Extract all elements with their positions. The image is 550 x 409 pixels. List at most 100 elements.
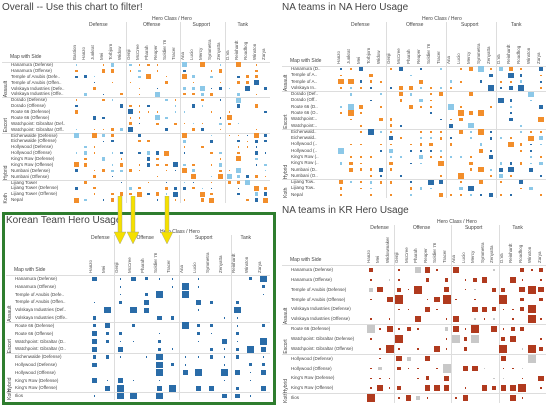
usage-mark[interactable] xyxy=(156,175,159,178)
hero-column-header[interactable]: Roadhog xyxy=(517,244,523,263)
usage-mark[interactable] xyxy=(129,70,132,72)
usage-mark[interactable] xyxy=(156,353,163,361)
usage-mark[interactable] xyxy=(385,344,394,353)
map-row-label[interactable]: Hanamura (Offense) xyxy=(11,67,52,73)
usage-mark[interactable] xyxy=(74,110,79,114)
usage-mark[interactable] xyxy=(450,118,452,121)
usage-mark[interactable] xyxy=(521,397,524,399)
usage-mark[interactable] xyxy=(445,338,448,340)
usage-mark[interactable] xyxy=(530,162,532,165)
usage-mark[interactable] xyxy=(147,111,150,113)
usage-mark[interactable] xyxy=(499,193,503,197)
usage-mark[interactable] xyxy=(509,86,513,90)
usage-mark[interactable] xyxy=(338,79,344,85)
usage-mark[interactable] xyxy=(237,146,240,148)
usage-mark[interactable] xyxy=(527,305,536,314)
usage-mark[interactable] xyxy=(463,346,468,351)
usage-mark[interactable] xyxy=(369,174,373,178)
usage-mark[interactable] xyxy=(156,163,159,166)
usage-mark[interactable] xyxy=(450,156,452,158)
usage-mark[interactable] xyxy=(92,316,97,320)
usage-mark[interactable] xyxy=(117,384,124,392)
usage-mark[interactable] xyxy=(480,194,482,196)
usage-mark[interactable] xyxy=(129,104,132,108)
usage-mark[interactable] xyxy=(425,277,430,282)
usage-mark[interactable] xyxy=(110,133,115,138)
usage-mark[interactable] xyxy=(74,197,79,203)
usage-mark[interactable] xyxy=(158,379,161,382)
usage-mark[interactable] xyxy=(460,181,462,184)
map-row-label[interactable]: King's Row (Defense) xyxy=(15,377,59,383)
usage-mark[interactable] xyxy=(131,276,136,282)
hero-column-header[interactable]: Genji xyxy=(126,49,131,60)
usage-mark[interactable] xyxy=(493,377,495,380)
usage-mark[interactable] xyxy=(419,155,423,160)
usage-mark[interactable] xyxy=(388,278,391,281)
usage-mark[interactable] xyxy=(235,355,240,359)
usage-mark[interactable] xyxy=(102,140,105,143)
usage-mark[interactable] xyxy=(539,268,544,272)
usage-mark[interactable] xyxy=(399,92,403,97)
usage-mark[interactable] xyxy=(370,99,372,102)
usage-mark[interactable] xyxy=(209,92,214,97)
usage-mark[interactable] xyxy=(261,285,266,289)
usage-mark[interactable] xyxy=(369,367,372,370)
usage-mark[interactable] xyxy=(110,198,115,202)
usage-mark[interactable] xyxy=(338,148,344,154)
usage-mark[interactable] xyxy=(218,69,223,73)
usage-mark[interactable] xyxy=(389,118,393,121)
usage-mark[interactable] xyxy=(489,73,493,78)
usage-mark[interactable] xyxy=(223,348,226,350)
usage-mark[interactable] xyxy=(389,136,393,141)
usage-mark[interactable] xyxy=(520,268,525,272)
hero-column-header[interactable]: Winston xyxy=(526,47,531,64)
map-row-label[interactable]: Watchpoint: Gibraltar (Def.. xyxy=(11,120,66,126)
usage-mark[interactable] xyxy=(146,157,151,161)
usage-mark[interactable] xyxy=(245,74,250,79)
usage-mark[interactable] xyxy=(527,354,536,363)
usage-mark[interactable] xyxy=(368,268,373,272)
usage-mark[interactable] xyxy=(184,364,187,366)
usage-mark[interactable] xyxy=(75,75,78,78)
hero-column-header[interactable]: D.Va xyxy=(496,54,501,64)
usage-mark[interactable] xyxy=(389,155,393,159)
usage-mark[interactable] xyxy=(419,187,423,190)
usage-mark[interactable] xyxy=(399,155,403,159)
usage-mark[interactable] xyxy=(419,143,423,146)
usage-mark[interactable] xyxy=(138,164,141,166)
map-row-label[interactable]: Route 66 (Offense) xyxy=(15,330,54,336)
usage-mark[interactable] xyxy=(248,363,253,367)
usage-mark[interactable] xyxy=(386,326,393,332)
hero-column-header[interactable]: Hanzo xyxy=(81,46,86,60)
usage-mark[interactable] xyxy=(165,81,168,84)
usage-mark[interactable] xyxy=(369,73,373,78)
usage-mark[interactable] xyxy=(434,296,440,303)
usage-mark[interactable] xyxy=(75,64,78,66)
usage-mark[interactable] xyxy=(389,193,393,197)
usage-mark[interactable] xyxy=(182,283,189,291)
usage-mark[interactable] xyxy=(228,122,231,125)
usage-mark[interactable] xyxy=(210,181,213,184)
usage-mark[interactable] xyxy=(164,150,169,156)
usage-mark[interactable] xyxy=(74,132,79,138)
usage-mark[interactable] xyxy=(508,141,514,148)
usage-mark[interactable] xyxy=(219,151,222,155)
usage-mark[interactable] xyxy=(119,285,122,288)
usage-mark[interactable] xyxy=(138,69,141,72)
hero-column-header[interactable]: Symmetra xyxy=(479,242,485,263)
usage-mark[interactable] xyxy=(255,64,258,66)
usage-mark[interactable] xyxy=(492,386,496,391)
usage-mark[interactable] xyxy=(360,143,362,146)
usage-mark[interactable] xyxy=(539,174,543,178)
usage-mark[interactable] xyxy=(236,317,239,319)
usage-mark[interactable] xyxy=(156,369,163,376)
usage-mark[interactable] xyxy=(165,193,168,195)
usage-mark[interactable] xyxy=(219,158,222,160)
usage-mark[interactable] xyxy=(155,192,160,196)
usage-mark[interactable] xyxy=(398,397,400,399)
usage-mark[interactable] xyxy=(264,140,267,143)
usage-mark[interactable] xyxy=(396,355,402,362)
usage-mark[interactable] xyxy=(119,340,122,343)
usage-mark[interactable] xyxy=(101,69,106,73)
usage-mark[interactable] xyxy=(489,155,493,160)
